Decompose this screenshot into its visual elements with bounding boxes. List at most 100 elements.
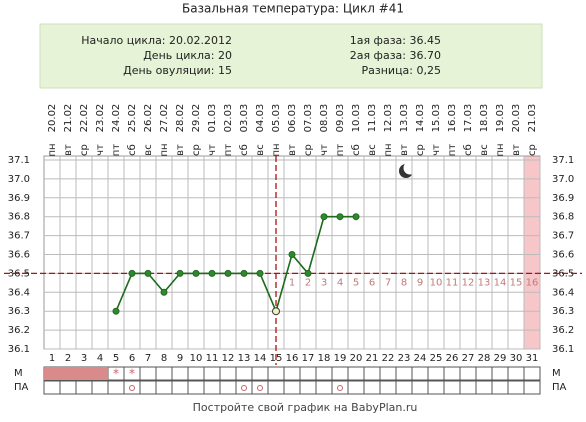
date-label: 02.03 [223,104,234,133]
marker [144,269,152,277]
weekday-label: ср [79,144,90,156]
phase2-label: 10 [430,277,443,288]
x-tick-label: 19 [334,353,347,364]
date-label: 27.02 [159,104,170,133]
phase2-label: 15 [510,277,523,288]
weekday-label: ср [191,144,202,156]
weekday-label: вт [399,144,410,156]
phase2-label: 4 [337,277,343,288]
x-tick-label: 12 [222,353,235,364]
x-tick-label: 31 [526,353,539,364]
x-tick-label: 24 [414,353,427,364]
date-label: 25.02 [127,104,138,133]
chart-title: Базальная температура: Цикл #41 [182,2,404,16]
phase2-label: 2 [305,277,311,288]
row-label-right: М [552,368,561,379]
date-label: 06.03 [287,104,298,133]
y-tick-label-right: 36.3 [552,306,574,317]
phase2-label: 14 [494,277,507,288]
weekday-label: пн [47,143,58,156]
y-tick-label: 36.6 [8,250,30,261]
date-label: 07.03 [303,104,314,133]
row-label-right: ПА [552,382,567,393]
intercourse-mark [241,385,247,391]
y-tick-label-right: 36.4 [552,287,574,298]
date-label: 22.02 [79,104,90,133]
x-tick-label: 23 [398,353,411,364]
marker [352,213,360,221]
temperature-line [115,215,356,314]
date-label: 05.03 [271,104,282,133]
menstruation-cell [60,367,76,380]
highlight-column [524,156,540,349]
y-tick-label: 36.2 [8,325,30,336]
weekday-label: пт [111,144,122,157]
y-tick-label-right: 37.0 [552,174,574,185]
x-tick-label: 8 [161,353,167,364]
weekday-label: пт [335,144,346,157]
marker [336,213,344,221]
x-tick-label: 25 [430,353,443,364]
x-tick-label: 1 [49,353,55,364]
weekday-label: ср [303,144,314,156]
x-tick-label: 18 [318,353,331,364]
date-label: 26.02 [143,104,154,133]
x-tick-label: 9 [177,353,183,364]
marker [288,251,296,258]
row-label: М [14,368,23,379]
menstruation-cell [76,367,92,380]
x-tick-label: 4 [97,353,103,364]
weekday-label: пн [271,143,282,156]
date-label: 18.03 [479,104,490,133]
info-right: 1ая фаза: 36.45 [350,34,441,47]
date-label: 13.03 [399,104,410,133]
weekday-label: вт [287,144,298,156]
y-tick-label-right: 36.6 [552,250,574,261]
marker [224,269,232,277]
y-tick-label-right: 37.1 [552,155,574,166]
date-label: 04.03 [255,104,266,133]
info-right: 2ая фаза: 36.70 [350,49,441,62]
marker [304,269,312,277]
date-label: 21.03 [527,104,538,133]
menstruation-cell [44,367,60,380]
weekday-label: ср [415,144,426,156]
date-label: 23.02 [95,104,106,133]
date-label: 28.02 [175,104,186,133]
x-tick-label: 30 [510,353,523,364]
phase2-label: 5 [353,277,359,288]
x-tick-label: 27 [462,353,475,364]
weekday-label: вт [175,144,186,156]
y-tick-label: 37.1 [8,155,30,166]
weekday-label: чт [95,144,106,156]
intercourse-mark [337,385,343,391]
x-tick-label: 10 [190,353,203,364]
date-label: 09.03 [335,104,346,133]
row-label: ПА [14,382,29,393]
date-label: 24.02 [111,104,122,133]
info-left: Начало цикла: 20.02.2012 [81,34,232,47]
x-tick-label: 17 [302,353,315,364]
weekday-label: пн [495,143,506,156]
x-tick-label: 28 [478,353,491,364]
x-tick-label: 6 [129,353,135,364]
date-label: 10.03 [351,104,362,133]
weekday-label: вс [255,144,266,155]
marker [160,288,168,296]
phase2-label: 1 [289,277,295,288]
date-label: 20.03 [511,104,522,133]
weekday-label: пт [447,144,458,157]
y-tick-label: 37.0 [8,174,30,185]
info-box [39,23,543,89]
weekday-label: вт [63,144,74,156]
y-tick-label: 36.9 [8,193,30,204]
phase2-label: 3 [321,277,327,288]
y-tick-label: 36.3 [8,306,30,317]
x-tick-label: 21 [366,353,379,364]
date-label: 17.03 [463,104,474,133]
intercourse-mark [129,385,135,391]
spotting-mark: * [113,367,119,381]
marker [256,269,264,277]
date-label: 14.03 [415,104,426,133]
